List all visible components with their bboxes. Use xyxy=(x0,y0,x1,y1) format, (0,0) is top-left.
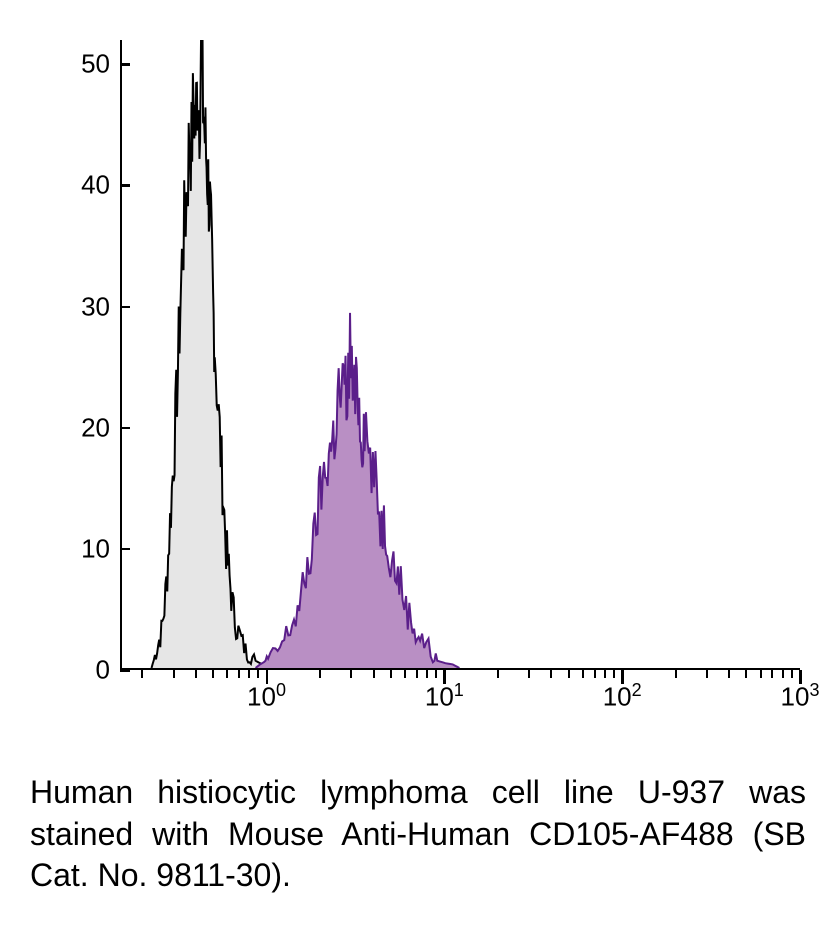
y-tick-mark xyxy=(120,548,130,551)
x-tick-mark-minor xyxy=(791,670,793,678)
x-tick-mark-major xyxy=(443,670,446,684)
x-tick-mark-minor xyxy=(426,670,428,678)
x-tick-mark-minor xyxy=(604,670,606,678)
x-tick-mark-minor xyxy=(745,670,747,678)
figure-caption: Human histiocytic lymphoma cell line U-9… xyxy=(30,772,806,897)
x-tick-mark-major xyxy=(266,670,269,684)
x-tick-label: 103 xyxy=(781,680,820,713)
y-tick-label: 0 xyxy=(96,655,120,686)
y-tick-label: 30 xyxy=(81,291,120,322)
y-tick-label: 40 xyxy=(81,170,120,201)
x-tick-mark-major xyxy=(621,670,624,684)
x-tick-mark-minor xyxy=(497,670,499,678)
x-tick-mark-minor xyxy=(594,670,596,678)
x-tick-mark-minor xyxy=(141,670,143,678)
x-tick-label: 100 xyxy=(247,680,286,713)
x-tick-label: 102 xyxy=(603,680,642,713)
y-tick-mark xyxy=(120,63,130,66)
histogram-svg xyxy=(122,40,800,668)
plot-area xyxy=(120,40,800,670)
x-tick-mark-minor xyxy=(390,670,392,678)
x-tick-mark-minor xyxy=(350,670,352,678)
flow-cytometry-chart: 01020304050 100101102103 xyxy=(50,20,810,740)
x-tick-mark-minor xyxy=(528,670,530,678)
x-tick-mark-minor xyxy=(706,670,708,678)
y-tick-mark xyxy=(120,306,130,309)
x-tick-mark-minor xyxy=(226,670,228,678)
x-tick-mark-minor xyxy=(416,670,418,678)
x-tick-mark-minor xyxy=(771,670,773,678)
y-tick-mark xyxy=(120,669,130,672)
x-tick-mark-minor xyxy=(195,670,197,678)
x-tick-mark-minor xyxy=(173,670,175,678)
x-tick-mark-minor xyxy=(435,670,437,678)
histogram-fill-control xyxy=(152,40,279,668)
x-tick-mark-minor xyxy=(728,670,730,678)
x-tick-mark-minor xyxy=(257,670,259,678)
y-tick-mark xyxy=(120,427,130,430)
x-tick-mark-minor xyxy=(782,670,784,678)
x-tick-mark-minor xyxy=(675,670,677,678)
x-tick-mark-minor xyxy=(248,670,250,678)
x-tick-mark-major xyxy=(799,670,802,684)
x-tick-mark-minor xyxy=(582,670,584,678)
y-tick-label: 20 xyxy=(81,412,120,443)
x-tick-mark-minor xyxy=(373,670,375,678)
x-tick-label: 101 xyxy=(425,680,464,713)
x-tick-mark-minor xyxy=(319,670,321,678)
x-tick-mark-minor xyxy=(404,670,406,678)
x-tick-mark-minor xyxy=(760,670,762,678)
x-tick-mark-minor xyxy=(212,670,214,678)
y-tick-label: 10 xyxy=(81,533,120,564)
x-tick-mark-minor xyxy=(568,670,570,678)
y-tick-label: 50 xyxy=(81,49,120,80)
x-tick-mark-minor xyxy=(238,670,240,678)
x-tick-mark-minor xyxy=(613,670,615,678)
x-tick-mark-minor xyxy=(550,670,552,678)
y-tick-mark xyxy=(120,184,130,187)
